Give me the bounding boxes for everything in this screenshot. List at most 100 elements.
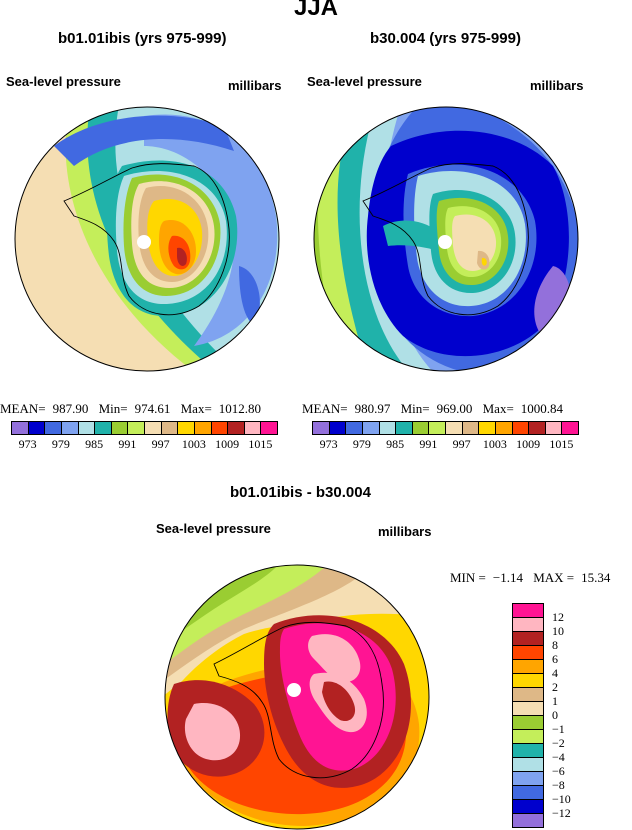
panel-2-colorbar-ticks: 973 979 985 991 997 1003 1009 1015 bbox=[312, 437, 578, 453]
panel-2-colorbar-color-box bbox=[395, 421, 413, 435]
panel-2-colorbar-color-box bbox=[461, 421, 480, 435]
panel-2-mean: 980.97 bbox=[354, 401, 391, 416]
panel-2-map bbox=[313, 106, 579, 372]
panel-1-max: 1012.80 bbox=[218, 401, 262, 416]
panel-2-colorbar-tick-label: 991 bbox=[419, 437, 438, 451]
panel-2-colorbar-color-box bbox=[445, 421, 463, 435]
panel-1-colorbar-color-box bbox=[160, 421, 179, 435]
difference-color-box bbox=[512, 771, 544, 786]
difference-color-box bbox=[512, 743, 544, 758]
panel-2-colorbar-color-box bbox=[345, 421, 363, 435]
panel-1-colorbar-color-box bbox=[44, 421, 62, 435]
panel-2-colorbar-color-box bbox=[561, 421, 579, 435]
panel-2-colorbar-color-box bbox=[428, 421, 446, 435]
panel-2-colorbar-tick-label: 985 bbox=[386, 437, 405, 451]
difference-level-label: −6 bbox=[552, 764, 565, 778]
difference-variable: Sea-level pressure bbox=[156, 521, 271, 536]
panel-1-colorbar-tick-label: 985 bbox=[85, 437, 104, 451]
difference-level-label: 4 bbox=[552, 666, 558, 680]
difference-level-label: 8 bbox=[552, 638, 558, 652]
difference-color-box bbox=[512, 687, 544, 702]
panel-2-colorbar-color-box bbox=[328, 421, 347, 435]
panel-2-units: millibars bbox=[530, 78, 584, 93]
panel-1-colorbar-color-box bbox=[60, 421, 79, 435]
panel-2-colorbar-color-box bbox=[494, 421, 513, 435]
panel-2-colorbar-color-box bbox=[378, 421, 397, 435]
panel-2-colorbar-tick-label: 979 bbox=[352, 437, 371, 451]
difference-title: b01.01ibis - b30.004 bbox=[230, 484, 371, 501]
panel-1-colorbar-color-box bbox=[94, 421, 112, 435]
difference-color-box bbox=[512, 785, 544, 800]
difference-level-label: −2 bbox=[552, 736, 565, 750]
panel-1-colorbar-tick-label: 1009 bbox=[215, 437, 240, 451]
difference-color-box bbox=[512, 757, 544, 772]
difference-level-label: 6 bbox=[552, 652, 558, 666]
panel-2-colorbar-tick-label: 1003 bbox=[482, 437, 507, 451]
panel-2-colorbar bbox=[312, 421, 579, 435]
difference-color-box bbox=[512, 659, 544, 674]
panel-1-colorbar-tick-label: 979 bbox=[51, 437, 70, 451]
panel-1-colorbar-color-box bbox=[110, 421, 129, 435]
panel-1-min-label: Min= bbox=[98, 401, 128, 416]
panel-2-colorbar-tick-label: 997 bbox=[452, 437, 471, 451]
difference-stats: MIN = −1.14 MAX = 15.34 bbox=[450, 570, 617, 586]
panel-1-colorbar-tick-label: 1003 bbox=[181, 437, 206, 451]
difference-level-label: 10 bbox=[552, 624, 564, 638]
difference-level-label: 1 bbox=[552, 694, 558, 708]
panel-1-colorbar-color-box bbox=[227, 421, 245, 435]
difference-level-label: −12 bbox=[552, 806, 571, 820]
difference-color-box bbox=[512, 603, 544, 618]
panel-2-colorbar-color-box bbox=[511, 421, 530, 435]
panel-1-colorbar-tick-label: 997 bbox=[151, 437, 170, 451]
difference-color-box bbox=[512, 631, 544, 646]
panel-2-colorbar-color-box bbox=[312, 421, 330, 435]
panel-1-mean-label: MEAN= bbox=[0, 401, 46, 416]
panel-2-variable: Sea-level pressure bbox=[307, 74, 422, 89]
difference-units: millibars bbox=[378, 524, 432, 539]
panel-2-title: b30.004 (yrs 975-999) bbox=[370, 30, 521, 47]
difference-level-label: 12 bbox=[552, 610, 564, 624]
panel-2-min: 969.00 bbox=[436, 401, 473, 416]
panel-1-colorbar-color-box bbox=[260, 421, 278, 435]
panel-2-colorbar-tick-label: 1015 bbox=[549, 437, 574, 451]
panel-2-max: 1000.84 bbox=[520, 401, 564, 416]
panel-2-colorbar-color-box bbox=[478, 421, 496, 435]
panel-2-colorbar-color-box bbox=[411, 421, 430, 435]
figure-title: JJA bbox=[293, 0, 339, 21]
panel-2-colorbar-tick-label: 973 bbox=[319, 437, 338, 451]
panel-1-min: 974.61 bbox=[134, 401, 171, 416]
panel-1-colorbar-tick-label: 973 bbox=[18, 437, 37, 451]
panel-1-colorbar-color-box bbox=[127, 421, 145, 435]
difference-level-label: −10 bbox=[552, 792, 571, 806]
difference-color-box bbox=[512, 813, 544, 828]
panel-1-variable: Sea-level pressure bbox=[6, 74, 121, 89]
panel-1-colorbar-color-box bbox=[210, 421, 229, 435]
difference-level-label: 2 bbox=[552, 680, 558, 694]
difference-level-label: −1 bbox=[552, 722, 565, 736]
panel-2-colorbar-color-box bbox=[544, 421, 563, 435]
difference-colorbar-labels: 12 10 8 6 4 2 1 0 −1 −2 −4 −6 −8 −10 −12 bbox=[552, 603, 622, 827]
difference-max: 15.34 bbox=[581, 570, 611, 585]
panel-1-colorbar-tick-label: 1015 bbox=[248, 437, 273, 451]
panel-1-colorbar-color-box bbox=[144, 421, 162, 435]
difference-colorbar bbox=[512, 603, 544, 828]
panel-1-colorbar-color-box bbox=[27, 421, 46, 435]
panel-1-colorbar-color-box bbox=[11, 421, 29, 435]
panel-2-mean-label: MEAN= bbox=[302, 401, 348, 416]
panel-1-colorbar-color-box bbox=[243, 421, 262, 435]
panel-1-units: millibars bbox=[228, 78, 282, 93]
difference-max-label: MAX = bbox=[533, 570, 575, 585]
difference-color-box bbox=[512, 729, 544, 744]
panel-2-max-label: Max= bbox=[482, 401, 514, 416]
panel-1-max-label: Max= bbox=[180, 401, 212, 416]
difference-color-box bbox=[512, 715, 544, 730]
panel-2-min-label: Min= bbox=[400, 401, 430, 416]
panel-1-stats: MEAN= 987.90 Min= 974.61 Max= 1012.80 bbox=[0, 401, 268, 417]
difference-color-box bbox=[512, 673, 544, 688]
panel-1-colorbar-color-box bbox=[77, 421, 96, 435]
panel-1-colorbar-tick-label: 991 bbox=[118, 437, 137, 451]
difference-color-box bbox=[512, 799, 544, 814]
panel-1-title: b01.01ibis (yrs 975-999) bbox=[58, 30, 227, 47]
difference-map bbox=[164, 564, 430, 830]
panel-1-colorbar-color-box bbox=[177, 421, 195, 435]
